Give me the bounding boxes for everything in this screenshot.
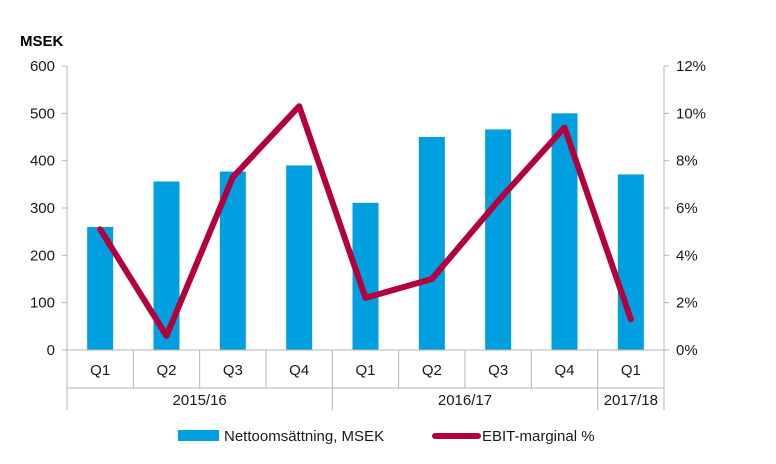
legend-bar-swatch xyxy=(178,430,219,441)
group-label: 2017/18 xyxy=(604,392,658,409)
legend-line-label: EBIT-marginal % xyxy=(482,428,595,445)
legend-bar-label: Nettoomsättning, MSEK xyxy=(224,428,384,445)
y-left-tick-label: 100 xyxy=(30,295,55,312)
y-left-tick-label: 0 xyxy=(47,342,55,359)
y-left-tick-label: 500 xyxy=(30,105,55,122)
y-left-tick-label: 300 xyxy=(30,200,55,217)
y-right-tick-label: 4% xyxy=(676,247,698,264)
category-label: Q1 xyxy=(355,362,375,379)
revenue-bar xyxy=(286,165,313,350)
y-right-tick-label: 2% xyxy=(676,295,698,312)
y-left-tick-label: 600 xyxy=(30,58,55,75)
y-right-tick-label: 0% xyxy=(676,342,698,359)
group-label: 2016/17 xyxy=(438,392,492,409)
category-label: Q2 xyxy=(422,362,442,379)
y-right-tick-label: 8% xyxy=(676,153,698,170)
ebit-margin-line xyxy=(97,103,634,339)
category-label: Q2 xyxy=(156,362,176,379)
category-label: Q3 xyxy=(223,362,243,379)
y-right-tick-label: 6% xyxy=(676,200,698,217)
category-label: Q4 xyxy=(289,362,309,379)
revenue-bar xyxy=(617,174,644,350)
y-right-tick-label: 10% xyxy=(676,105,706,122)
category-label: Q1 xyxy=(621,362,641,379)
y-left-tick-label: 400 xyxy=(30,153,55,170)
y-unit-label: MSEK xyxy=(20,33,64,50)
revenue-bar xyxy=(485,129,512,350)
category-label: Q4 xyxy=(554,362,574,379)
category-label: Q3 xyxy=(488,362,508,379)
revenue-bar xyxy=(418,137,445,350)
group-label: 2015/16 xyxy=(173,392,227,409)
y-left-tick-label: 200 xyxy=(30,247,55,264)
category-label: Q1 xyxy=(90,362,110,379)
y-right-tick-label: 12% xyxy=(676,58,706,75)
